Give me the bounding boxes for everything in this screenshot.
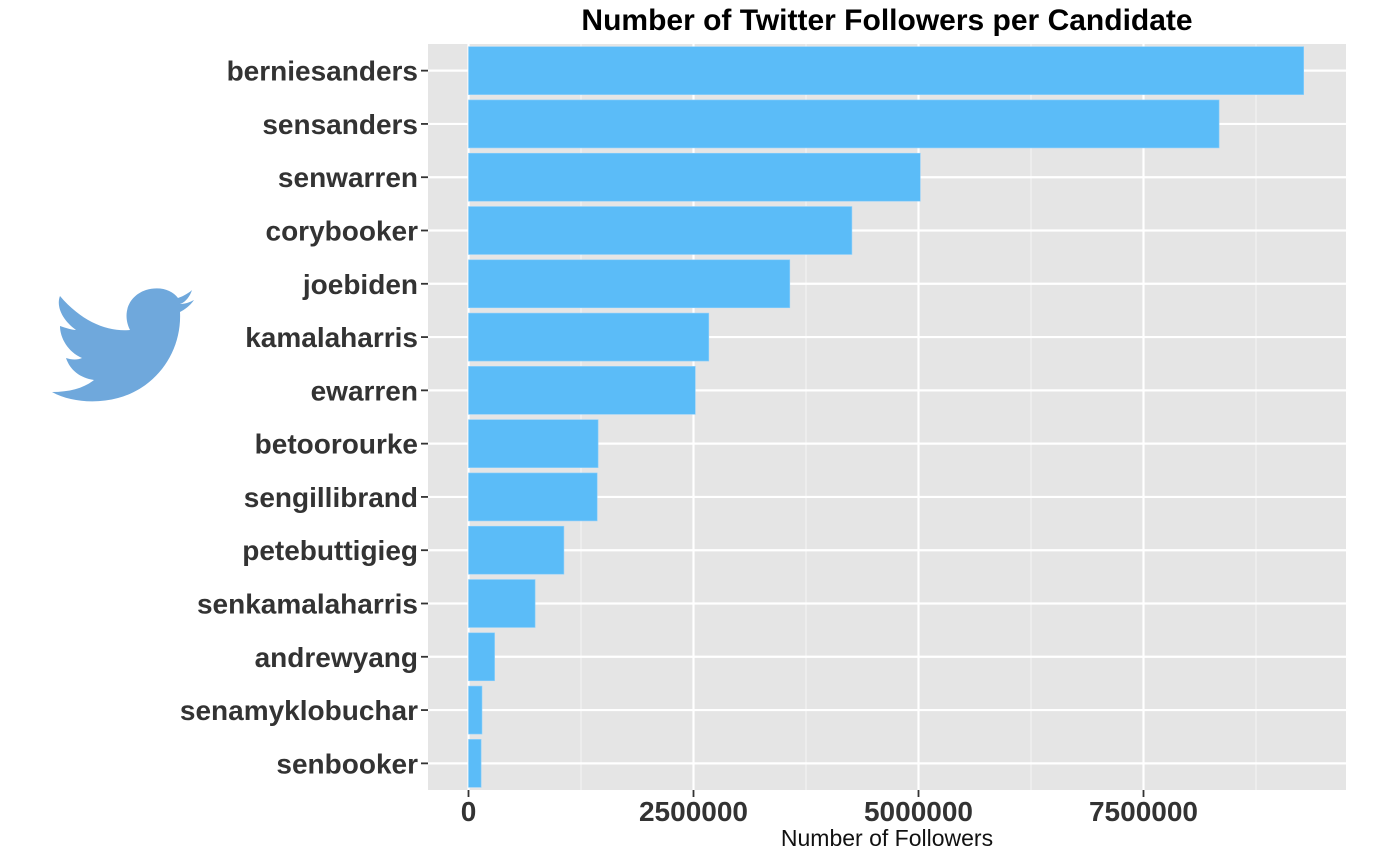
y-tick-label: andrewyang [255, 642, 418, 673]
bar [468, 366, 696, 415]
y-tick-label: petebuttigieg [242, 535, 418, 566]
bar [468, 525, 565, 575]
bar [468, 46, 1305, 95]
x-tick-label: 7500000 [1089, 796, 1198, 827]
bar [468, 152, 921, 202]
y-tick-label: senbooker [276, 748, 418, 779]
x-axis: 0 2500000 5000000 7500000 [461, 790, 1198, 827]
y-tick-label: sengillibrand [244, 482, 418, 513]
twitter-bird-icon [52, 288, 194, 402]
bar [468, 632, 495, 682]
x-tick-label: 5000000 [864, 796, 973, 827]
bar [468, 259, 791, 309]
bar [468, 206, 853, 255]
y-tick-label: betoorourke [255, 429, 418, 460]
bar [468, 419, 599, 468]
y-tick-label: kamalaharris [245, 322, 418, 353]
y-tick-label: senamyklobuchar [180, 695, 418, 726]
y-axis: berniesanders sensanders senwarren corybook… [180, 56, 428, 779]
bar [468, 312, 710, 362]
y-tick-label: joebiden [302, 269, 418, 300]
y-tick-label: corybooker [266, 216, 419, 247]
y-tick-label: berniesanders [227, 56, 418, 87]
bars [468, 46, 1305, 788]
x-axis-title: Number of Followers [781, 825, 993, 851]
y-tick-label: senwarren [278, 162, 418, 193]
bar [468, 472, 598, 522]
bar [468, 685, 483, 735]
chart-title: Number of Twitter Followers per Candidat… [581, 4, 1192, 37]
y-tick-label: ewarren [311, 375, 418, 406]
x-tick-label: 0 [461, 796, 477, 827]
y-tick-label: sensanders [262, 109, 418, 140]
bar [468, 739, 482, 788]
bar [468, 579, 536, 628]
x-tick-label: 2500000 [639, 796, 748, 827]
y-tick-label: senkamalaharris [197, 589, 418, 620]
bar [468, 99, 1220, 149]
